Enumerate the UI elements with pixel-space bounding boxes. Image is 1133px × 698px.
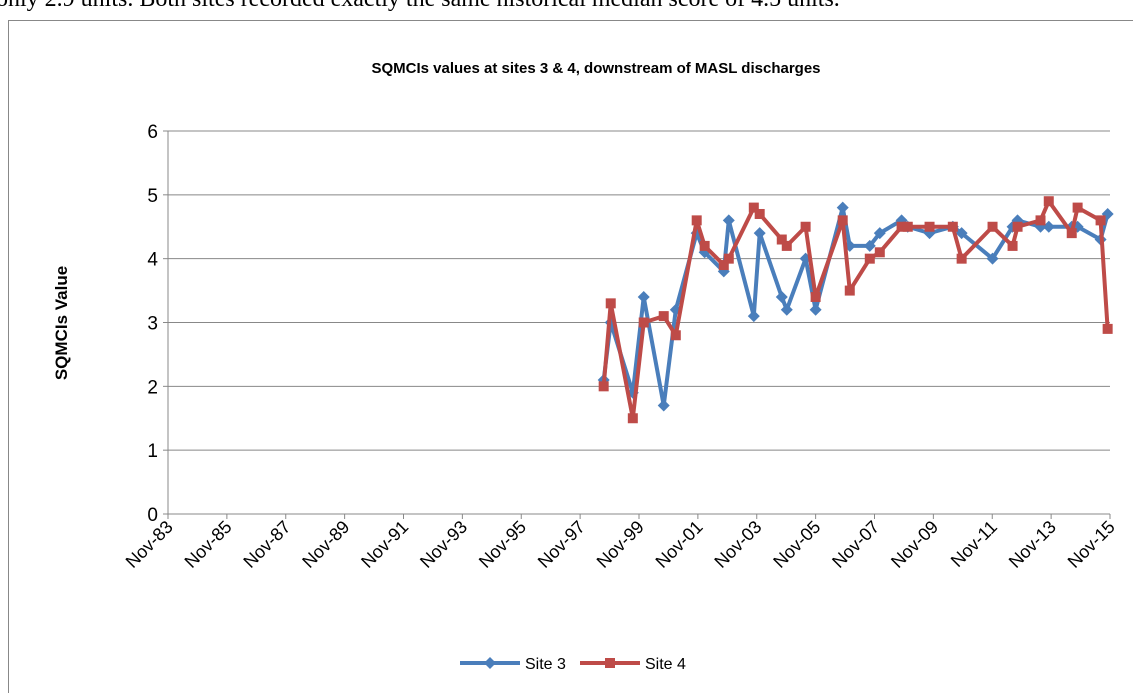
data-point	[845, 286, 855, 296]
data-point	[837, 202, 849, 214]
data-point	[810, 304, 822, 316]
legend-marker	[484, 657, 496, 669]
data-point	[957, 254, 967, 264]
data-point	[639, 318, 649, 328]
legend-label: Site 4	[645, 656, 686, 673]
x-tick-label: Nov-99	[593, 517, 648, 572]
data-point	[801, 222, 811, 232]
data-point	[659, 311, 669, 321]
document-text: only 2.9 units. Both sites recorded exac…	[0, 0, 840, 12]
y-tick-label: 1	[147, 441, 158, 462]
data-point	[606, 298, 616, 308]
data-point	[776, 291, 788, 303]
data-point	[838, 215, 848, 225]
data-point	[1067, 228, 1077, 238]
x-tick-label: Nov-87	[239, 517, 294, 572]
data-point	[671, 330, 681, 340]
data-point	[865, 254, 875, 264]
x-tick-label: Nov-95	[475, 517, 530, 572]
x-tick-label: Nov-11	[947, 517, 1001, 571]
y-tick-label: 6	[147, 122, 158, 143]
x-tick-label: Nov-07	[828, 517, 883, 572]
data-point	[1044, 196, 1054, 206]
data-point	[1073, 203, 1083, 213]
x-tick-label: Nov-09	[887, 517, 942, 572]
chart-frame	[9, 21, 1133, 694]
y-tick-label: 2	[147, 377, 158, 398]
data-point	[782, 241, 792, 251]
data-point	[903, 222, 913, 232]
y-axis-label: SQMCIs Value	[52, 266, 71, 380]
data-point	[875, 247, 885, 257]
data-point	[628, 413, 638, 423]
data-point	[692, 215, 702, 225]
x-tick-label: Nov-05	[769, 517, 824, 572]
chart-title: SQMCIs values at sites 3 & 4, downstream…	[371, 60, 820, 77]
x-tick-label: Nov-91	[357, 517, 412, 572]
data-point	[754, 227, 766, 239]
data-point	[1096, 215, 1106, 225]
data-point	[748, 310, 760, 322]
data-point	[1036, 215, 1046, 225]
x-tick-label: Nov-93	[416, 517, 471, 572]
x-tick-label: Nov-03	[710, 517, 765, 572]
x-tick-label: Nov-97	[534, 517, 589, 572]
legend-marker	[605, 658, 615, 668]
x-tick-label: Nov-13	[1005, 517, 1060, 572]
series-line	[604, 201, 1108, 418]
data-point	[755, 209, 765, 219]
data-point	[1008, 241, 1018, 251]
y-tick-label: 5	[147, 186, 158, 207]
data-point	[948, 222, 958, 232]
data-point	[724, 254, 734, 264]
legend-label: Site 3	[525, 656, 566, 673]
data-point	[723, 214, 735, 226]
data-point	[1013, 222, 1023, 232]
data-point	[811, 292, 821, 302]
x-tick-label: Nov-01	[652, 517, 707, 572]
data-point	[1103, 324, 1113, 334]
data-point	[638, 291, 650, 303]
x-tick-label: Nov-15	[1064, 517, 1119, 572]
data-point	[599, 381, 609, 391]
data-point	[988, 222, 998, 232]
x-tick-label: Nov-89	[298, 517, 353, 572]
x-tick-label: Nov-85	[181, 517, 236, 572]
data-point	[658, 399, 670, 411]
data-point	[781, 304, 793, 316]
y-tick-label: 4	[147, 250, 158, 271]
data-point	[700, 241, 710, 251]
data-point	[925, 222, 935, 232]
y-tick-label: 3	[147, 314, 158, 335]
